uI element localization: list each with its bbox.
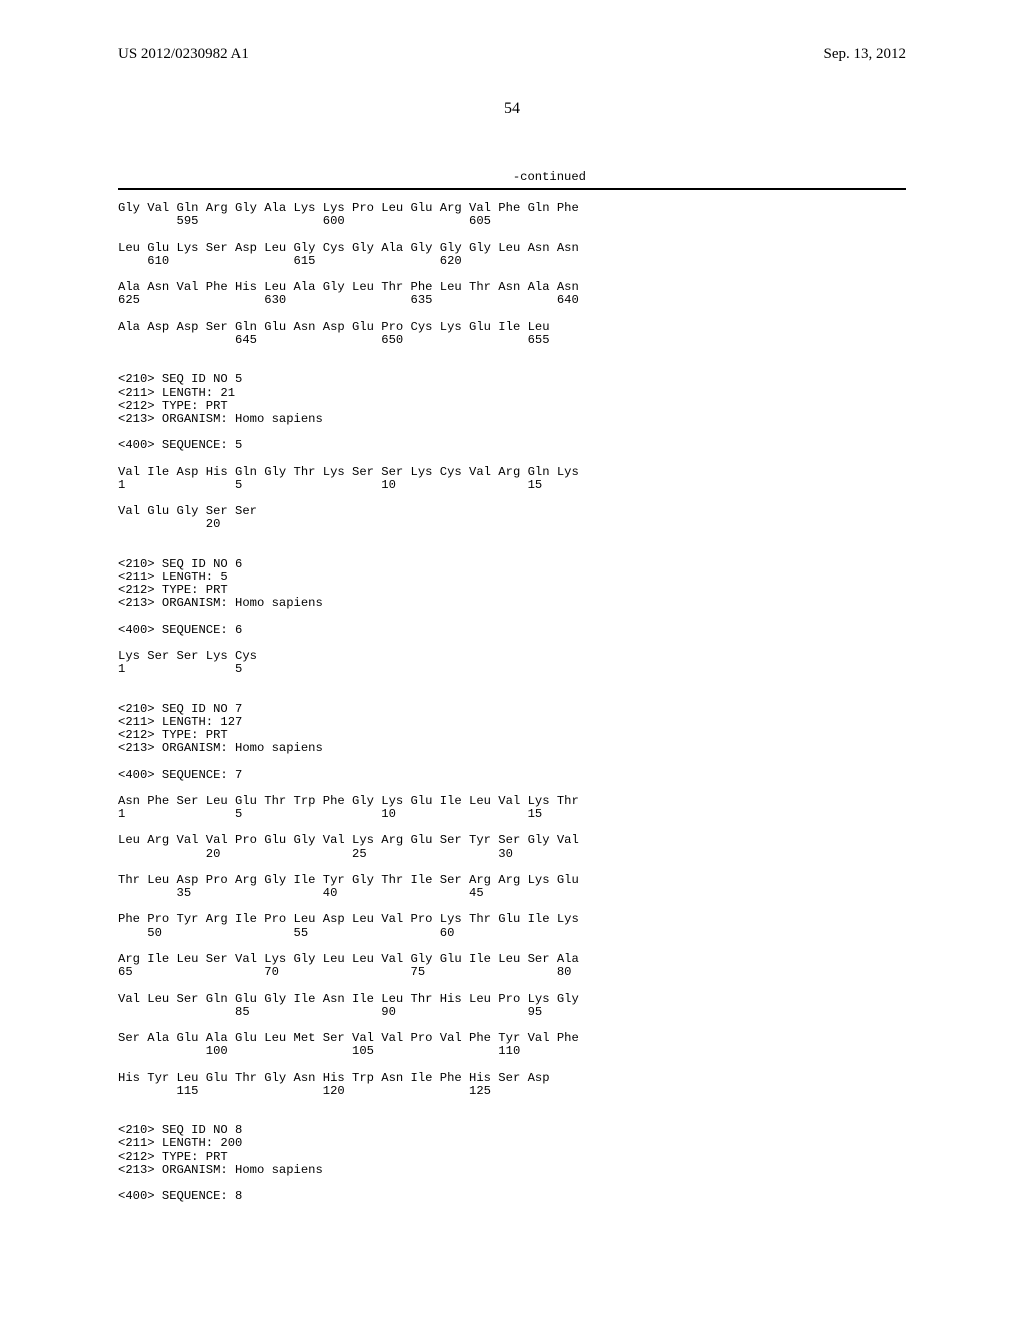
- horizontal-rule: [118, 188, 906, 190]
- continued-label: -continued: [118, 170, 906, 184]
- publication-date: Sep. 13, 2012: [824, 46, 907, 63]
- main-content: -continued Gly Val Gln Arg Gly Ala Lys L…: [118, 170, 906, 1215]
- sequence-listing: Gly Val Gln Arg Gly Ala Lys Lys Pro Leu …: [118, 202, 906, 1203]
- page-number: 54: [0, 100, 1024, 118]
- publication-number: US 2012/0230982 A1: [118, 46, 249, 63]
